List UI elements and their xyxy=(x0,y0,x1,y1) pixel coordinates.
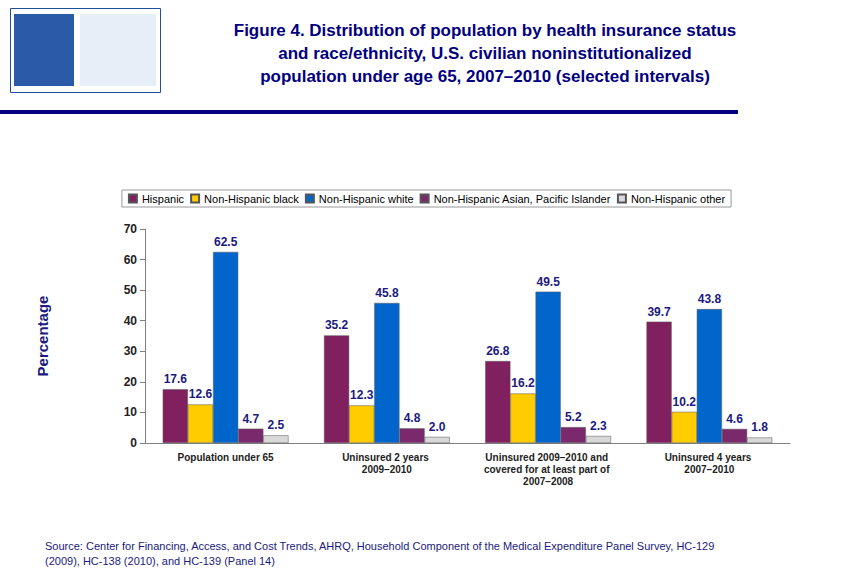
svg-text:4.6: 4.6 xyxy=(726,412,743,426)
svg-text:35.2: 35.2 xyxy=(325,318,349,332)
svg-text:30: 30 xyxy=(124,344,138,358)
svg-text:26.8: 26.8 xyxy=(486,344,510,358)
svg-text:2.3: 2.3 xyxy=(590,419,607,433)
svg-text:Uninsured 2009–2010 and: Uninsured 2009–2010 and xyxy=(485,452,611,463)
svg-text:0: 0 xyxy=(130,436,137,450)
svg-text:12.3: 12.3 xyxy=(350,388,374,402)
svg-text:20: 20 xyxy=(124,375,138,389)
svg-text:50: 50 xyxy=(124,283,138,297)
svg-text:17.6: 17.6 xyxy=(164,372,188,386)
svg-text:Non-Hispanic white: Non-Hispanic white xyxy=(319,193,414,205)
svg-text:39.7: 39.7 xyxy=(647,305,671,319)
svg-text:2.5: 2.5 xyxy=(268,418,285,432)
svg-text:10.2: 10.2 xyxy=(673,395,697,409)
svg-text:12.6: 12.6 xyxy=(189,387,213,401)
svg-text:49.5: 49.5 xyxy=(536,275,560,289)
svg-text:40: 40 xyxy=(124,314,138,328)
svg-text:2007–2008: 2007–2008 xyxy=(523,476,573,487)
svg-text:60: 60 xyxy=(124,253,138,267)
svg-text:Non-Hispanic Asian, Pacific Is: Non-Hispanic Asian, Pacific Islander xyxy=(434,193,611,205)
svg-text:5.2: 5.2 xyxy=(565,410,582,424)
svg-text:16.2: 16.2 xyxy=(511,376,535,390)
svg-text:Uninsured 2 years: Uninsured 2 years xyxy=(342,452,431,463)
svg-text:Non-Hispanic black: Non-Hispanic black xyxy=(204,193,299,205)
svg-text:2.0: 2.0 xyxy=(429,420,446,434)
svg-text:Uninsured 4 years: Uninsured 4 years xyxy=(665,452,754,463)
svg-text:Source: Center for Financing,: Source: Center for Financing, Access, an… xyxy=(45,540,717,552)
svg-text:2009–2010: 2009–2010 xyxy=(362,464,412,475)
svg-text:2007–2010: 2007–2010 xyxy=(684,464,734,475)
svg-text:10: 10 xyxy=(124,405,138,419)
svg-text:1.8: 1.8 xyxy=(751,420,768,434)
svg-text:(2009), HC-138 (2010), and HC-: (2009), HC-138 (2010), and HC-139 (Panel… xyxy=(45,555,275,567)
svg-text:4.8: 4.8 xyxy=(404,411,421,425)
svg-text:Non-Hispanic other: Non-Hispanic other xyxy=(631,193,725,205)
svg-text:Percentage: Percentage xyxy=(34,296,51,377)
svg-text:70: 70 xyxy=(124,222,138,236)
svg-text:Hispanic: Hispanic xyxy=(142,193,185,205)
svg-text:4.7: 4.7 xyxy=(242,412,259,426)
svg-text:covered for at least part of: covered for at least part of xyxy=(484,464,612,475)
svg-text:43.8: 43.8 xyxy=(698,292,722,306)
svg-text:62.5: 62.5 xyxy=(214,235,238,249)
svg-text:45.8: 45.8 xyxy=(375,286,399,300)
svg-text:Figure 4. Distribution of popu: Figure 4. Distribution of population by … xyxy=(234,21,736,40)
svg-text:and race/ethnicity, U.S. civil: and race/ethnicity, U.S. civilian nonins… xyxy=(274,44,697,63)
svg-text:Population under 65: Population under 65 xyxy=(178,452,275,463)
svg-text:population under age 65, 2007–: population under age 65, 2007–2010 (sele… xyxy=(260,67,710,86)
